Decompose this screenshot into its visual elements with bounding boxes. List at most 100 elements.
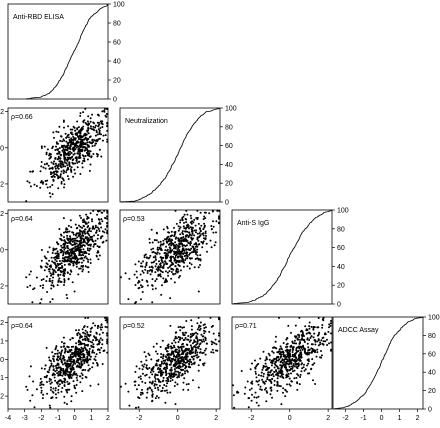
scatter-point (89, 258, 92, 261)
scatter-point (261, 378, 264, 381)
scatter-point (291, 370, 294, 373)
scatter-point (202, 351, 205, 354)
scatter-point (64, 372, 67, 375)
scatter-point (271, 359, 274, 362)
scatter-point (52, 174, 55, 177)
scatter-point (54, 271, 57, 274)
scatter-point (59, 157, 62, 160)
scatter-point (255, 380, 258, 383)
scatter-point (172, 243, 175, 246)
scatter-point (167, 274, 170, 277)
scatter-point (106, 342, 109, 345)
scatter-point (90, 345, 93, 348)
scatter-point (205, 242, 208, 245)
scatter-point (66, 167, 69, 170)
scatter-point (194, 352, 197, 355)
scatter-point (211, 348, 214, 351)
scatter-point (139, 265, 142, 268)
scatter-point (62, 368, 65, 370)
scatter-point (101, 110, 104, 113)
scatter-point (59, 162, 62, 165)
scatter-point (93, 335, 95, 338)
scatter-point (262, 350, 265, 353)
scatter-point (94, 126, 97, 129)
scatter-point (106, 211, 109, 214)
scatter-point (141, 364, 144, 367)
scatter-point (296, 363, 299, 365)
scatter-point (271, 396, 273, 399)
scatter-point (137, 287, 140, 290)
scatter-point (201, 246, 204, 249)
scatter-point (162, 242, 165, 245)
scatter-point (54, 352, 57, 355)
scatter-point (147, 352, 150, 355)
scatter-point (141, 391, 144, 394)
scatter-point (295, 376, 298, 379)
scatter-point (254, 391, 257, 394)
scatter-point (70, 253, 73, 255)
scatter-point (290, 331, 292, 334)
scatter-point (56, 152, 59, 155)
scatter-point (155, 362, 158, 365)
scatter-point (204, 336, 207, 339)
scatter-panel-3-1: ρ=0.64 (7, 209, 109, 305)
scatter-point (310, 335, 313, 338)
scatter-point (155, 262, 158, 265)
scatter-point (192, 250, 195, 253)
scatter-point (186, 257, 189, 260)
scatter-point (68, 161, 71, 164)
scatter-point (156, 269, 159, 272)
scatter-point (41, 182, 44, 185)
scatter-point (213, 342, 216, 345)
scatter-point (164, 401, 167, 404)
scatter-point (89, 355, 92, 358)
scatter-point (185, 218, 188, 221)
scatter-point (57, 274, 60, 277)
scatter-point (297, 364, 300, 367)
scatter-point (257, 383, 260, 386)
scatter-point (170, 238, 173, 241)
scatter-point (311, 347, 314, 350)
scatter-point (189, 249, 191, 252)
scatter-point (156, 386, 159, 389)
scatter-point (65, 145, 67, 148)
scatter-point (81, 138, 84, 141)
scatter-point (320, 339, 323, 342)
scatter-point (74, 253, 77, 255)
scatter-point (185, 209, 188, 212)
scatter-point (295, 346, 298, 349)
scatter-point (50, 161, 53, 164)
scatter-point (203, 222, 206, 225)
scatter-point (95, 361, 98, 364)
scatter-point (265, 400, 268, 403)
scatter-point (43, 376, 46, 378)
scatter-point (216, 349, 219, 352)
scatter-point (305, 328, 308, 331)
scatter-point (69, 156, 72, 159)
ecdf-tick-label: 40 (225, 162, 233, 169)
scatter-point (328, 342, 330, 345)
scatter-point (75, 329, 78, 332)
scatter-point (79, 335, 82, 338)
scatter-point (58, 351, 61, 354)
scatter-point (187, 241, 190, 244)
scatter-point (84, 221, 87, 224)
scatter-point (172, 268, 175, 271)
scatter-point (164, 279, 167, 282)
scatter-point (182, 265, 185, 268)
scatter-point (65, 250, 68, 253)
scatter-point (270, 389, 273, 392)
scatter-point (45, 163, 48, 165)
scatter-point (98, 209, 101, 212)
scatter-point (66, 230, 69, 233)
scatter-point (279, 375, 282, 378)
ecdf-tick-label: 40 (337, 264, 345, 271)
scatter-point (84, 375, 87, 378)
scatter-point (75, 265, 78, 268)
scatter-point (193, 234, 196, 237)
scatter-point (84, 329, 87, 332)
scatter-point (318, 331, 321, 334)
scatter-point (184, 227, 187, 230)
scatter-point (158, 380, 160, 383)
scatter-point (67, 374, 70, 377)
